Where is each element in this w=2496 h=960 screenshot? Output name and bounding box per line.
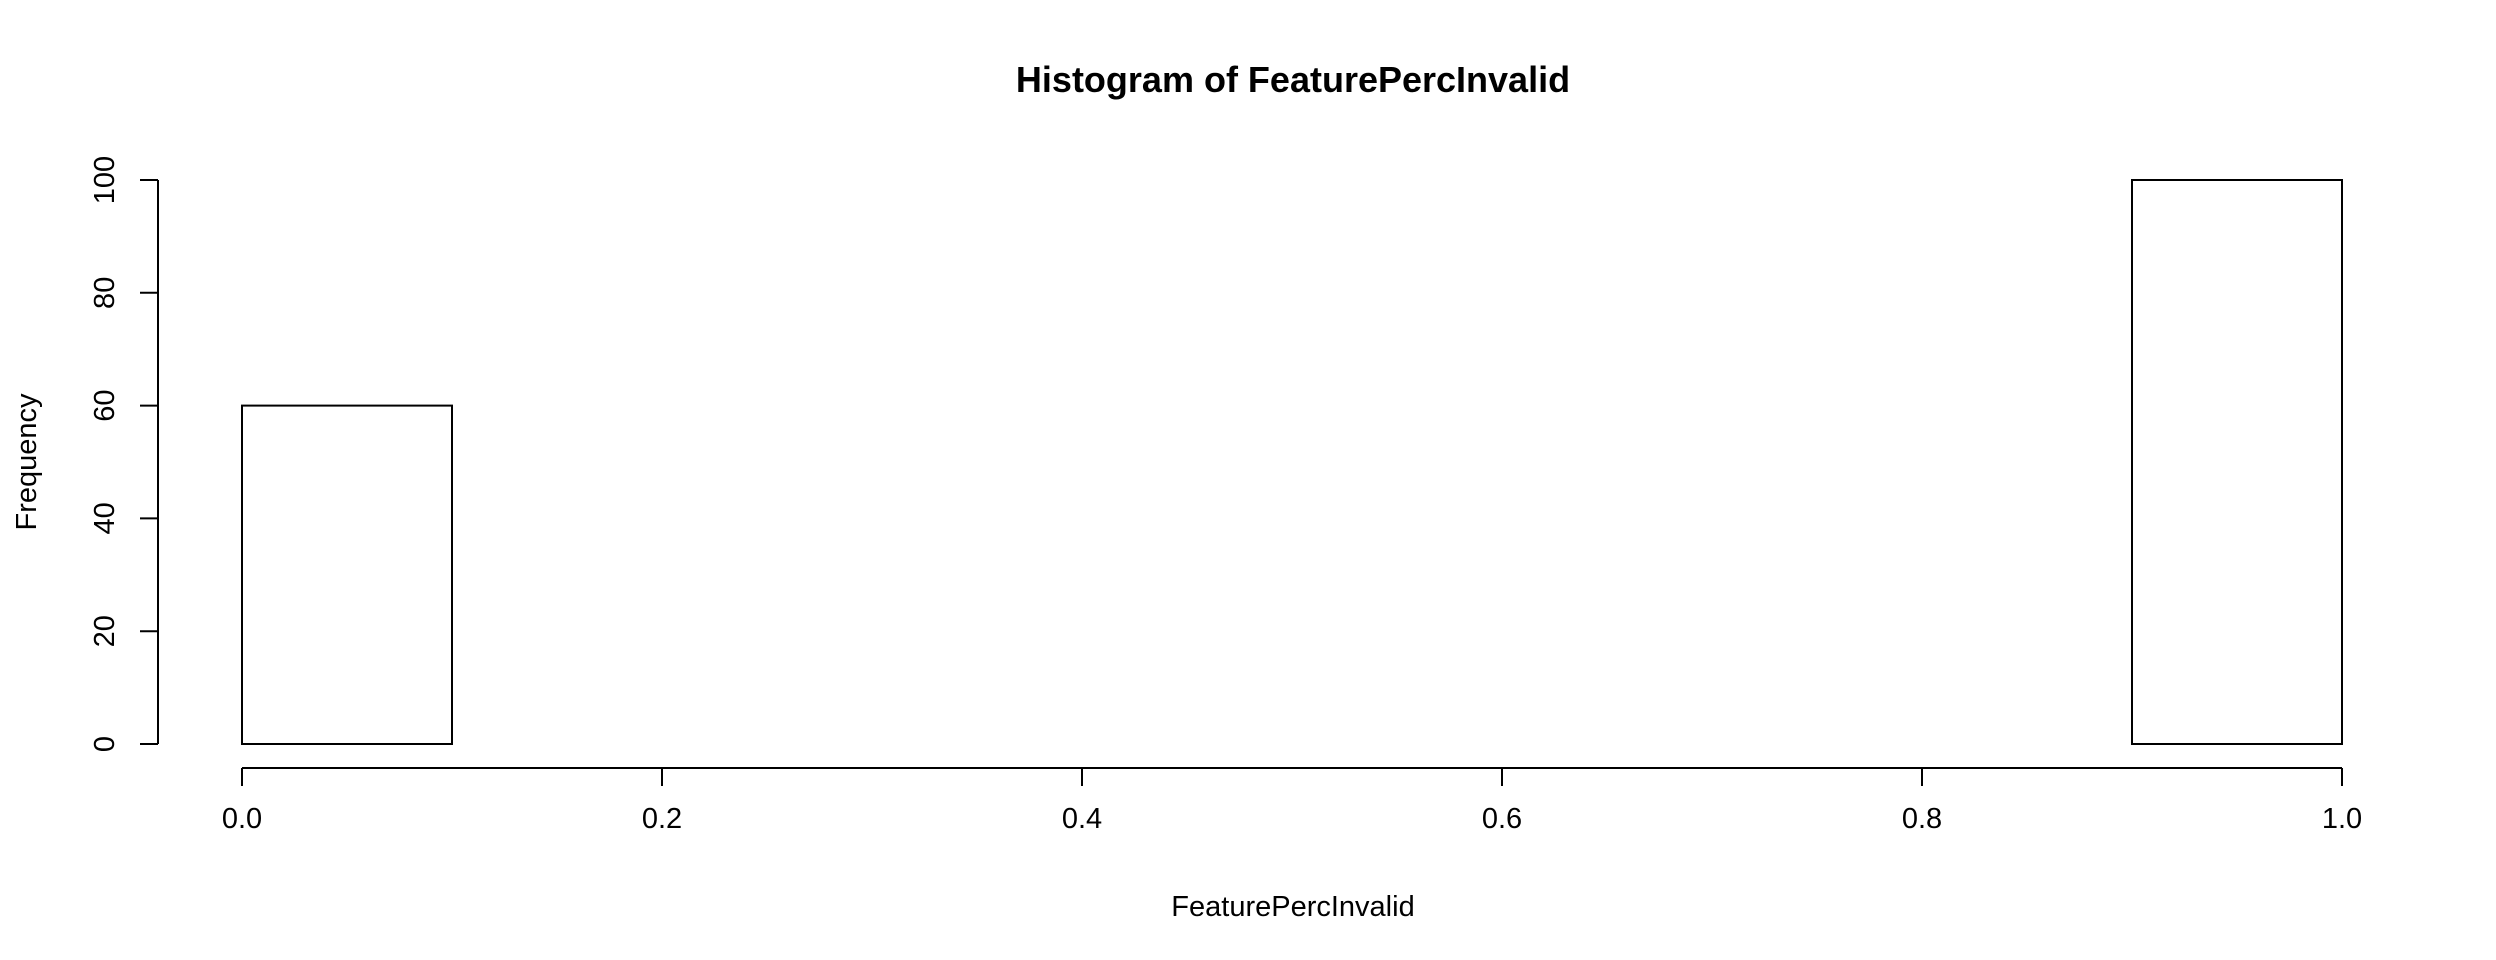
chart-title: Histogram of FeaturePercInvalid: [1016, 59, 1570, 100]
y-axis-label: Frequency: [11, 393, 43, 531]
x-tick-label: 0.8: [1902, 803, 1942, 835]
x-axis-label: FeaturePercInvalid: [1171, 891, 1414, 923]
y-tick-label: 60: [89, 389, 121, 421]
histogram-bar-10: [2131, 179, 2343, 745]
bars: [241, 179, 2343, 745]
x-tick-label: 0.2: [642, 803, 682, 835]
x-axis: 0.0 0.2 0.4 0.6 0.8 1.0: [222, 767, 2362, 835]
y-tick-label: 80: [89, 277, 121, 309]
histogram-bar-1: [241, 404, 453, 745]
y-tick-label: 100: [89, 156, 121, 204]
x-tick-label: 0.4: [1062, 803, 1102, 835]
y-tick-label: 20: [89, 615, 121, 647]
y-axis: 0 20 40 60 80 100: [89, 156, 159, 752]
y-tick-label: 40: [89, 502, 121, 534]
x-tick-label: 1.0: [2322, 803, 2362, 835]
y-tick-label: 0: [89, 736, 121, 752]
x-tick-label: 0.0: [222, 803, 262, 835]
x-tick-label: 0.6: [1482, 803, 1522, 835]
